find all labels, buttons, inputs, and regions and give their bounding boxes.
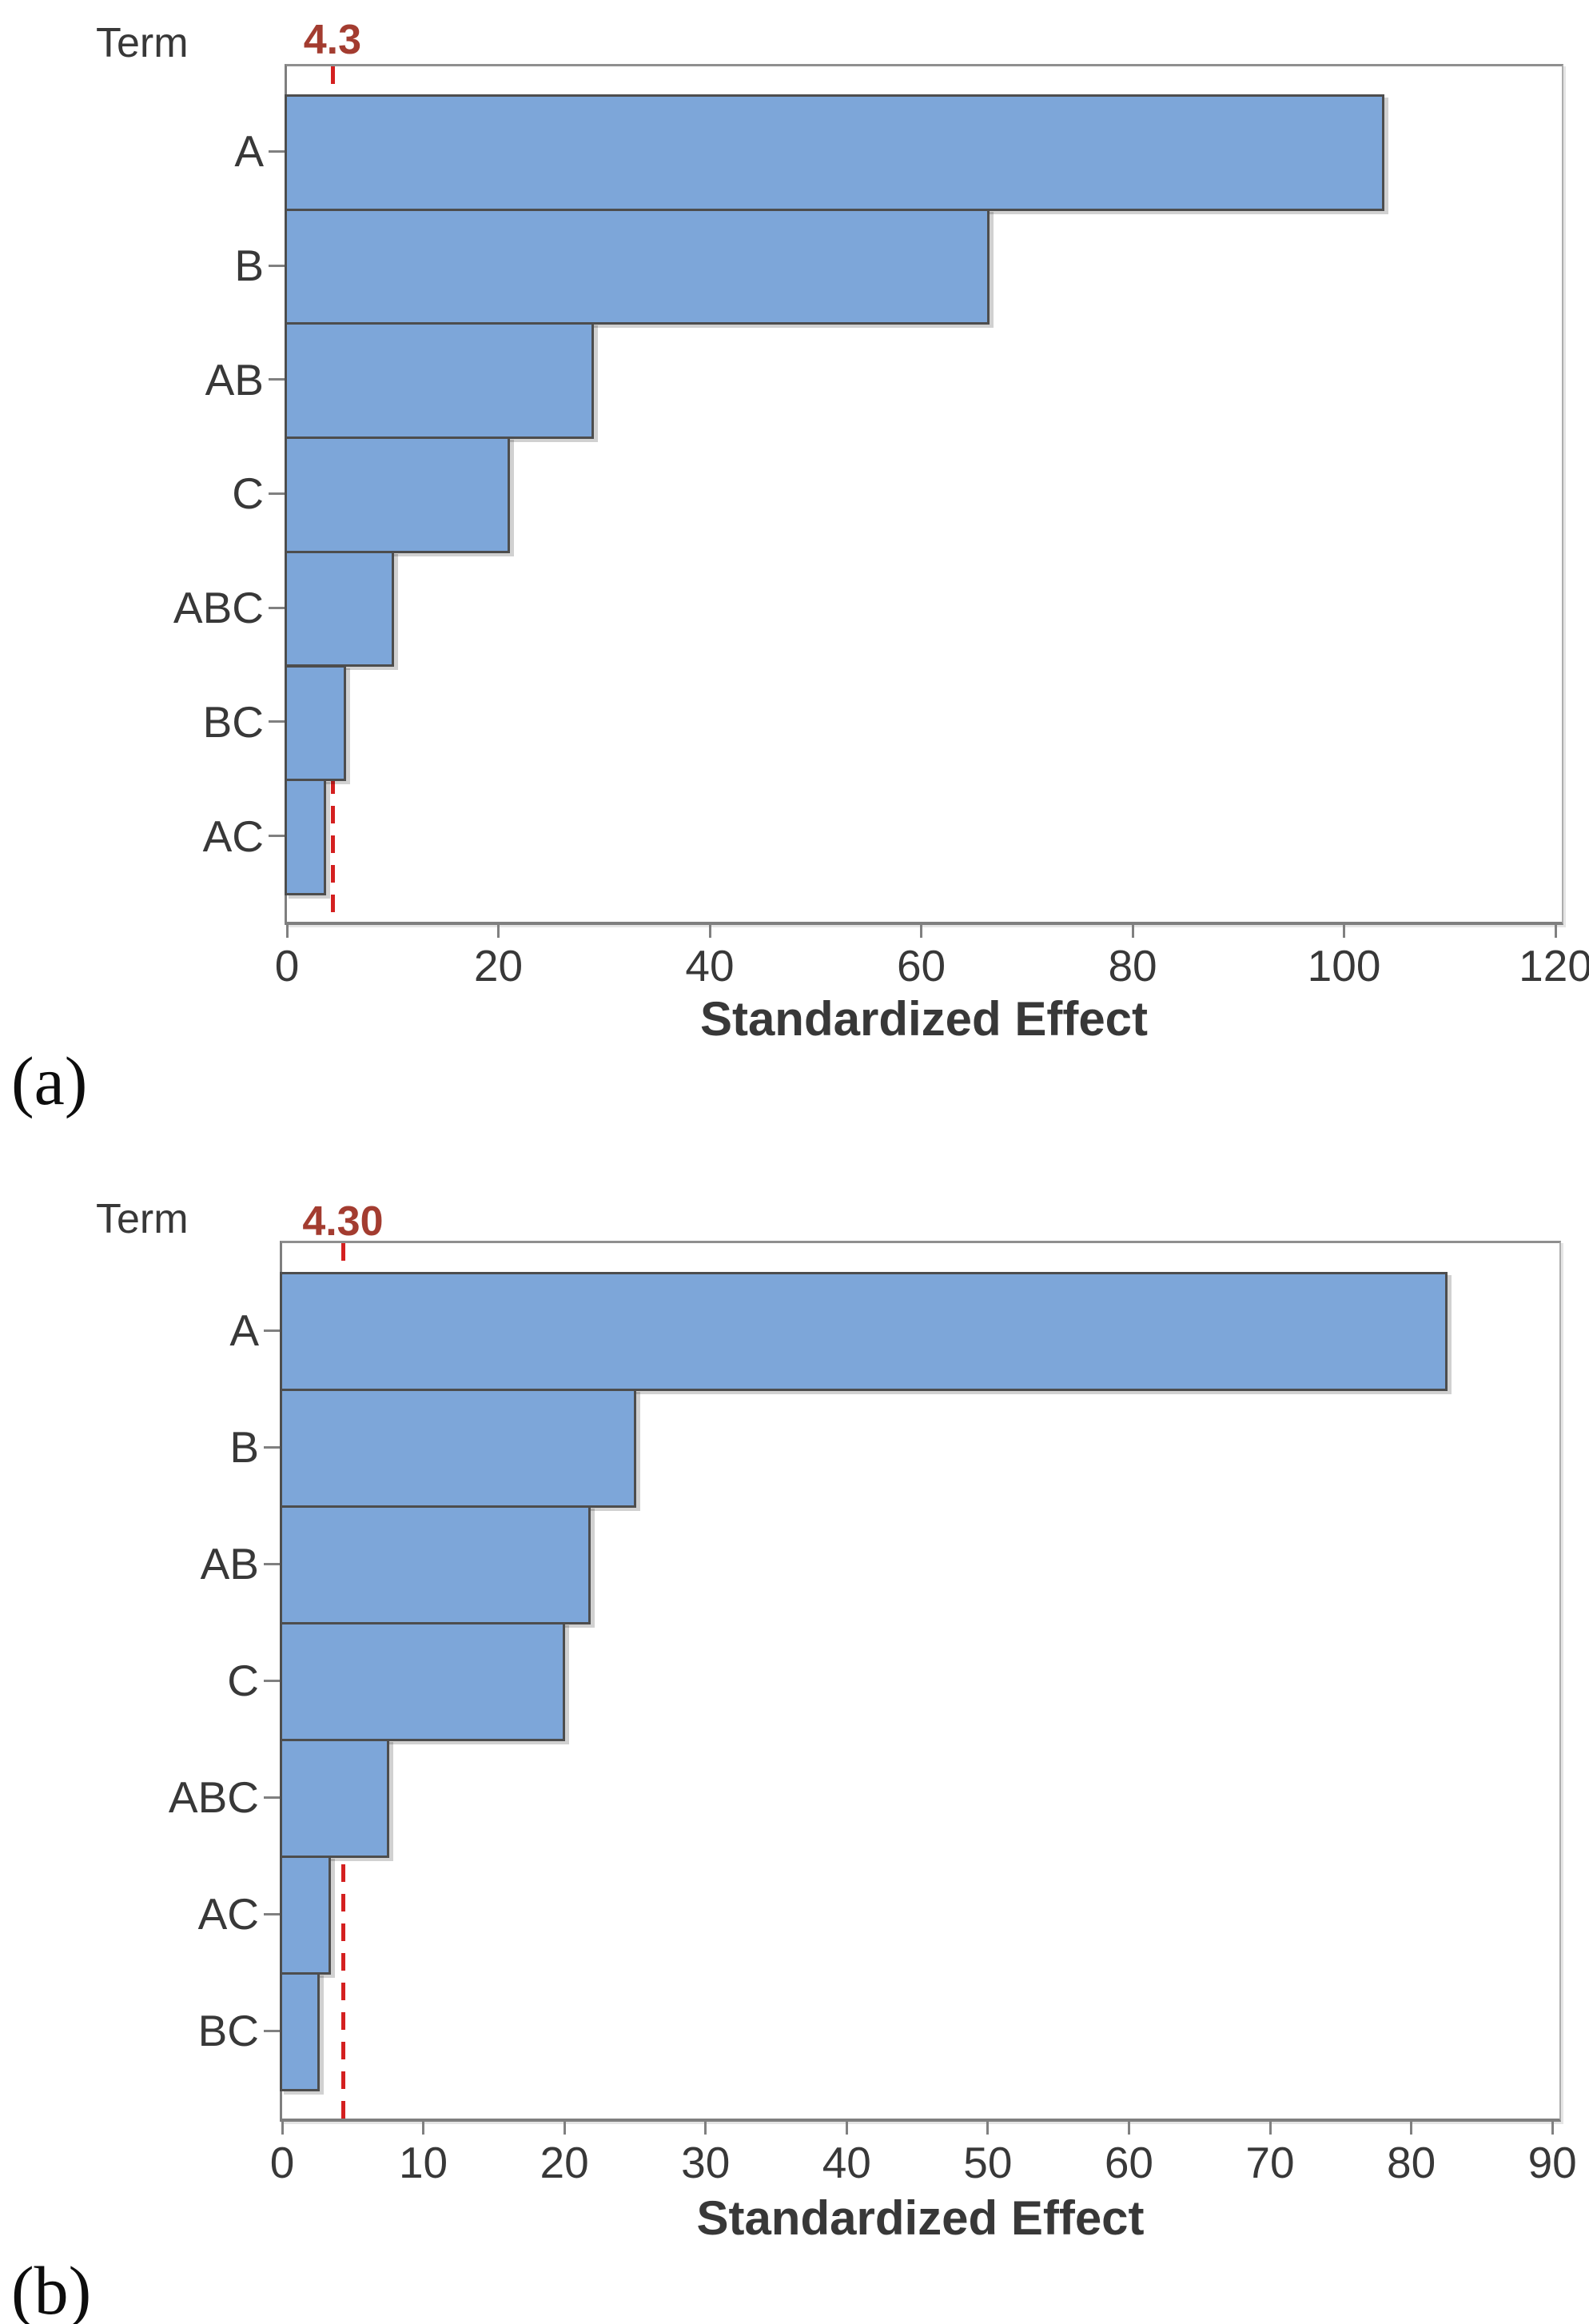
term-label-A: A (229, 1306, 259, 1355)
bar-AC (280, 1856, 332, 1975)
y-axis-tick (269, 149, 285, 153)
term-label-BC: BC (202, 696, 264, 747)
x-tick-label-60: 60 (1104, 2138, 1154, 2187)
bar-A (280, 1272, 1448, 1391)
x-axis-tick (1268, 2122, 1272, 2135)
x-tick-label-90: 90 (1527, 2138, 1577, 2187)
x-tick-label-120: 120 (1519, 941, 1589, 991)
y-axis-tick (264, 1329, 280, 1332)
panel-label: (b) (11, 2252, 92, 2324)
panel-label: (a) (11, 1042, 88, 1119)
x-axis-tick (708, 925, 711, 938)
term-label-AB: AB (200, 1539, 259, 1589)
x-tick-label-20: 20 (473, 941, 524, 991)
x-axis-tick (1410, 2122, 1413, 2135)
pareto-chart-panel-b: Term 4.30 Standardized Effect (b) A B AB C A… (0, 1177, 1589, 2324)
term-label-C: C (227, 1656, 259, 1705)
y-axis-tick (264, 1796, 280, 1799)
x-tick-label-80: 80 (1387, 2138, 1436, 2187)
x-tick-label-100: 100 (1307, 941, 1381, 991)
x-axis-tick (845, 2122, 848, 2135)
x-axis-tick (1127, 2122, 1130, 2135)
y-axis-tick (264, 1912, 280, 1915)
reference-line-label: 4.3 (303, 17, 361, 63)
x-tick-label-80: 80 (1108, 941, 1157, 991)
x-tick-label-0: 0 (269, 2138, 295, 2187)
x-axis-tick (1554, 925, 1557, 938)
x-axis-tick (986, 2122, 990, 2135)
term-label-B: B (229, 1422, 259, 1472)
x-axis-tick (704, 2122, 707, 2135)
plot-area (280, 1241, 1561, 2122)
bar-A (285, 94, 1385, 211)
y-axis-tick (269, 378, 285, 381)
bar-BC (280, 1972, 321, 2091)
x-axis-title: Standardized Effect (699, 992, 1149, 1046)
y-axis-title: Term (96, 1196, 189, 1242)
x-axis-tick (920, 925, 923, 938)
x-tick-label-20: 20 (540, 2138, 589, 2187)
x-axis-tick (1343, 925, 1346, 938)
x-axis-tick (1131, 925, 1134, 938)
x-tick-label-50: 50 (963, 2138, 1013, 2187)
term-label-A: A (234, 126, 264, 177)
plot-area (285, 64, 1563, 925)
bar-B (285, 208, 990, 325)
x-tick-label-40: 40 (685, 941, 735, 991)
x-axis-tick (281, 2122, 284, 2135)
reference-line-label: 4.30 (302, 1198, 384, 1245)
x-tick-label-0: 0 (274, 941, 300, 991)
x-axis-tick (497, 925, 500, 938)
x-tick-label-10: 10 (398, 2138, 448, 2187)
x-axis-title: Standardized Effect (696, 2191, 1145, 2245)
y-axis-title: Term (96, 20, 189, 66)
term-label-C: C (232, 468, 264, 519)
bar-BC (285, 664, 347, 782)
x-axis-tick (285, 925, 289, 938)
y-axis-tick (269, 264, 285, 267)
y-axis-tick (264, 2029, 280, 2032)
term-label-B: B (234, 241, 264, 291)
x-tick-label-40: 40 (822, 2138, 871, 2187)
x-tick-label-30: 30 (681, 2138, 731, 2187)
y-axis-tick (269, 606, 285, 609)
bar-AB (280, 1505, 591, 1624)
term-label-AC: AC (202, 811, 264, 861)
term-label-AB: AB (205, 354, 264, 405)
bar-AC (285, 779, 327, 895)
pareto-chart-panel-a: Term 4.3 Standardized Effect (a) A B AB C AB… (11, 17, 1589, 1119)
x-axis-tick (1551, 2122, 1554, 2135)
y-axis-tick (264, 1679, 280, 1682)
y-axis-tick (269, 720, 285, 724)
y-axis-tick (269, 835, 285, 838)
bar-AB (285, 322, 594, 440)
bar-ABC (285, 550, 394, 668)
x-axis-tick (563, 2122, 566, 2135)
x-tick-label-70: 70 (1245, 2138, 1295, 2187)
term-label-ABC: ABC (173, 583, 264, 633)
bar-B (280, 1389, 636, 1508)
x-tick-label-60: 60 (896, 941, 946, 991)
term-label-AC: AC (197, 1889, 259, 1939)
x-axis-tick (422, 2122, 425, 2135)
y-axis-tick (264, 1562, 280, 1565)
bar-C (285, 436, 511, 553)
y-axis-tick (269, 492, 285, 495)
term-label-BC: BC (197, 2006, 259, 2055)
bar-C (280, 1622, 566, 1741)
term-label-ABC: ABC (168, 1772, 259, 1822)
bar-ABC (280, 1739, 389, 1858)
y-axis-tick (264, 1445, 280, 1449)
